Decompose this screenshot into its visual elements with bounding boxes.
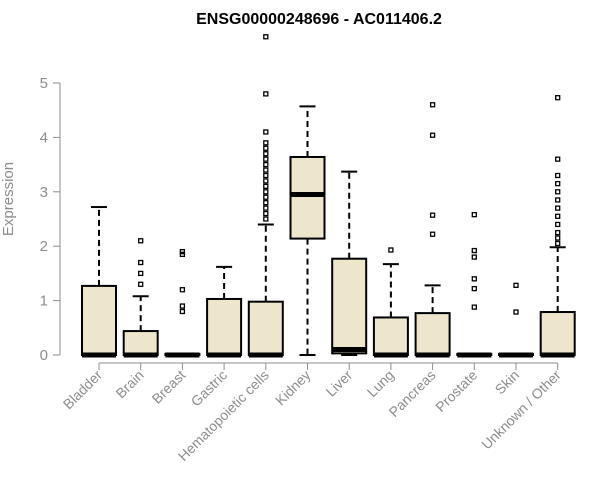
box-brain: [122, 238, 159, 358]
outlier-point: [263, 156, 269, 162]
box-body: [414, 312, 451, 356]
outlier-point: [513, 282, 519, 289]
outlier-point: [263, 172, 269, 179]
y-tick-label: 3: [40, 184, 48, 201]
outlier-point: [555, 235, 561, 241]
outlier-point: [429, 132, 436, 138]
outlier-point: [263, 216, 269, 222]
box-pancreas: [414, 102, 451, 358]
outlier-point: [263, 161, 269, 168]
outlier-point: [555, 172, 561, 179]
outlier-point: [471, 276, 477, 282]
box-body: [206, 297, 243, 356]
box-kidney: [289, 105, 326, 356]
outlier-point: [555, 205, 561, 211]
box-hematopoietic-cells: [247, 34, 284, 358]
outlier-point: [513, 309, 519, 315]
outlier-point: [138, 270, 144, 277]
outlier-point: [138, 281, 144, 287]
box-skin: [498, 282, 534, 358]
outlier-point: [429, 231, 436, 237]
outlier-point: [471, 211, 477, 218]
y-tick-label: 2: [40, 238, 48, 255]
x-tick-label: Prostate: [432, 367, 480, 415]
x-tick-label: Lung: [364, 367, 397, 400]
outlier-point: [471, 304, 477, 310]
box-gastric: [206, 265, 243, 358]
outlier-point: [263, 145, 269, 151]
outlier-point: [555, 213, 561, 219]
y-tick-label: 1: [40, 293, 48, 310]
y-axis-label: Expression: [0, 162, 17, 236]
outlier-point: [555, 240, 561, 247]
outlier-point: [263, 129, 269, 135]
outlier-point: [263, 189, 269, 195]
x-tick-label: Kidney: [272, 367, 314, 409]
outlier-point: [263, 194, 269, 200]
box-body: [372, 316, 409, 356]
x-tick-label: Unknown / Other: [478, 367, 564, 453]
y-tick-label: 5: [40, 75, 48, 92]
box-series: [81, 34, 576, 358]
outlier-point: [555, 156, 561, 162]
outlier-point: [263, 34, 269, 40]
box-unknown-other: [539, 95, 576, 358]
outlier-point: [471, 247, 477, 254]
box-bladder: [81, 206, 117, 358]
outlier-point: [555, 180, 561, 187]
outlier-point: [429, 212, 436, 218]
outlier-point: [555, 197, 561, 203]
box-body: [247, 300, 284, 356]
outlier-point: [263, 183, 269, 190]
box-body: [122, 330, 159, 356]
box-body: [289, 155, 326, 240]
y-axis: 0 1 2 3 4 5: [40, 75, 61, 364]
outlier-point: [179, 303, 186, 309]
outlier-point: [263, 140, 269, 146]
outlier-point: [263, 91, 269, 97]
outlier-point: [555, 221, 561, 228]
outlier-point: [263, 205, 269, 211]
box-breast: [164, 248, 201, 358]
outlier-point: [555, 189, 561, 195]
box-body: [539, 311, 576, 356]
outlier-point: [263, 178, 269, 184]
box-prostate: [456, 211, 493, 358]
box-body: [331, 257, 368, 355]
x-tick-label: Liver: [323, 367, 356, 400]
box-lung: [372, 247, 409, 358]
outlier-point: [471, 285, 477, 292]
outlier-point: [138, 259, 144, 266]
outlier-point: [555, 229, 561, 236]
x-tick-label: Brain: [112, 367, 146, 401]
outlier-point: [179, 287, 186, 293]
x-tick-label: Skin: [492, 367, 523, 398]
chart-title: ENSG00000248696 - AC011406.2: [196, 11, 442, 28]
x-tick-label: Breast: [149, 367, 189, 407]
outlier-point: [179, 251, 186, 258]
outlier-point: [263, 210, 269, 217]
x-tick-label: Bladder: [60, 367, 106, 413]
outlier-point: [263, 200, 269, 206]
box-body: [81, 284, 117, 356]
outlier-point: [388, 247, 394, 253]
y-tick-label: 4: [40, 129, 48, 146]
outlier-point: [263, 167, 269, 173]
outlier-point: [179, 248, 186, 255]
outlier-point: [179, 308, 186, 315]
outlier-point: [555, 95, 561, 101]
outlier-point: [429, 102, 436, 108]
box-liver: [331, 170, 368, 356]
outlier-point: [263, 151, 269, 157]
outlier-point: [471, 254, 477, 260]
y-tick-label: 0: [40, 347, 48, 364]
outlier-point: [138, 238, 144, 244]
